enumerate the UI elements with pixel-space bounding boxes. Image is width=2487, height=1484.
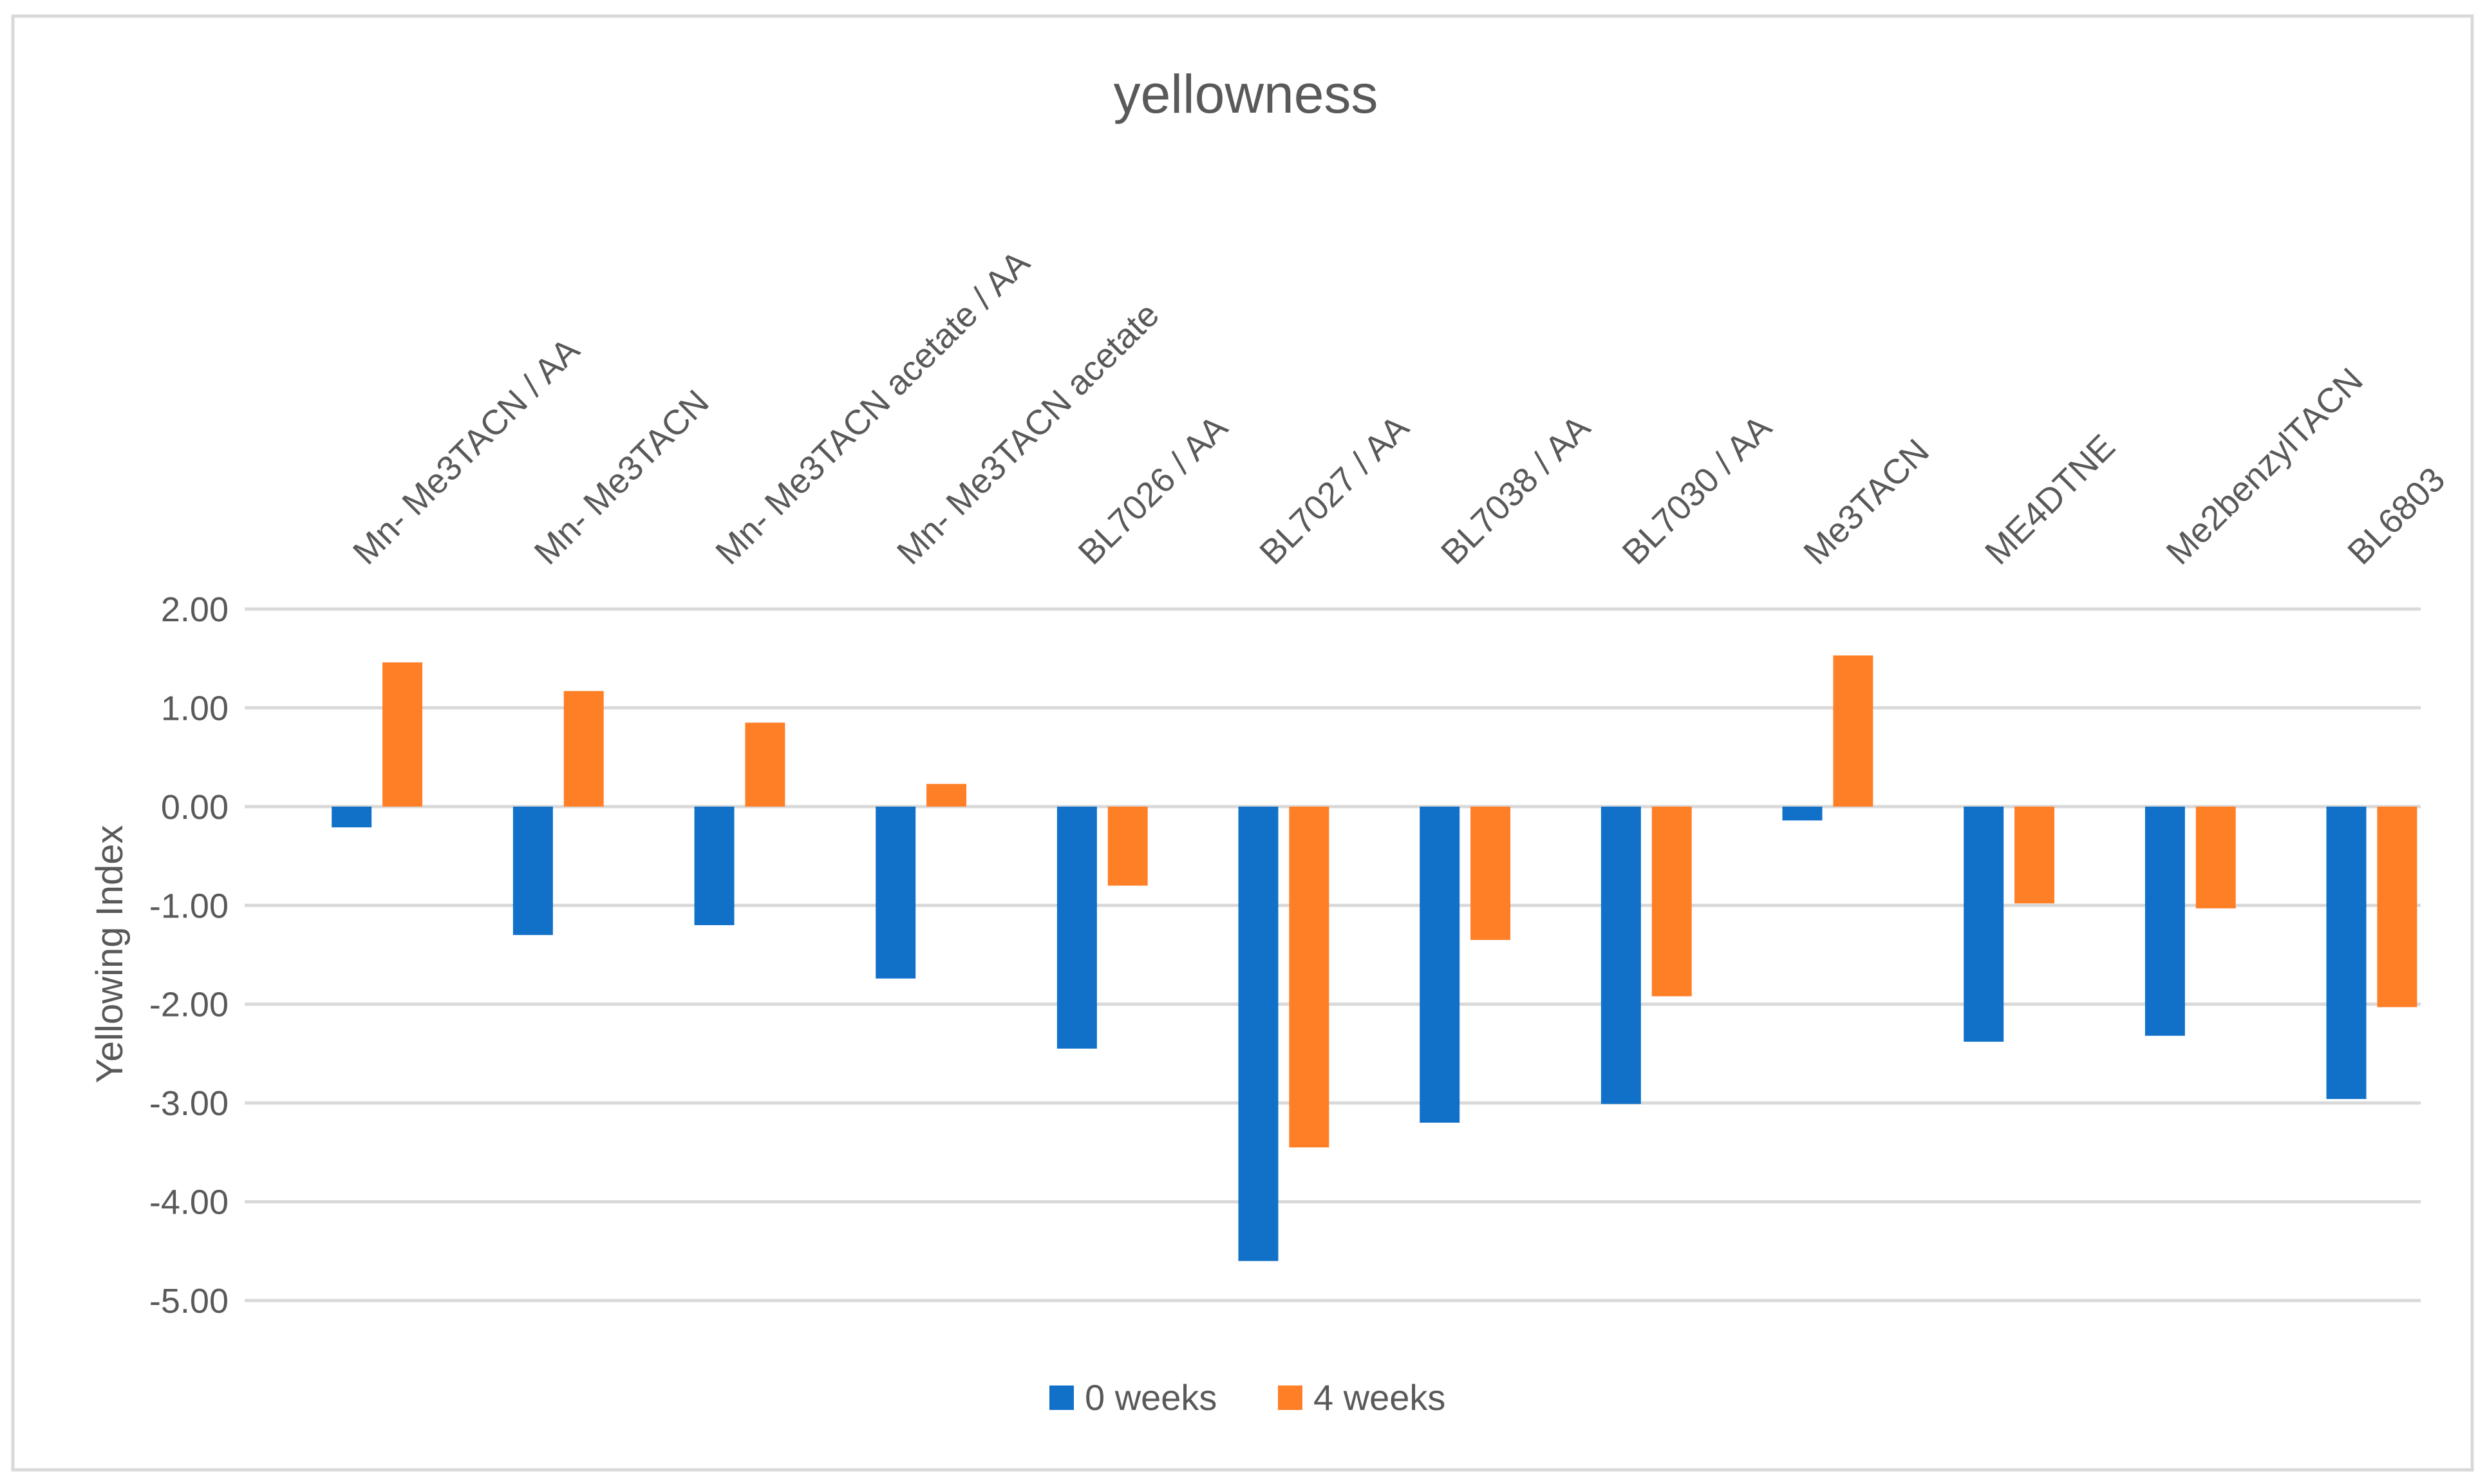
bar-4-weeks <box>2195 806 2236 908</box>
bar-0-weeks <box>1964 806 2004 1042</box>
bar-4-weeks <box>926 784 967 807</box>
y-tick-label: -5.00 <box>149 1282 229 1320</box>
bar-4-weeks <box>2014 806 2055 904</box>
legend-label: 0 weeks <box>1085 1377 1217 1418</box>
y-tick-label: 1.00 <box>161 689 229 728</box>
bar-0-weeks <box>2144 806 2185 1036</box>
bar-4-weeks <box>2377 806 2417 1008</box>
y-tick-label: -4.00 <box>149 1183 229 1222</box>
bar-4-weeks <box>563 691 604 807</box>
bar-0-weeks <box>1600 806 1641 1104</box>
bar-4-weeks <box>1470 806 1511 940</box>
bar-0-weeks <box>1782 806 1823 821</box>
bar-4-weeks <box>1833 655 1873 807</box>
legend-swatch <box>1278 1385 1302 1410</box>
bar-4-weeks <box>745 722 785 807</box>
y-tick-label: 2.00 <box>161 590 229 629</box>
bar-4-weeks <box>382 662 423 807</box>
y-tick-label: -1.00 <box>149 887 229 925</box>
bar-4-weeks <box>1651 806 1692 997</box>
legend-swatch <box>1049 1385 1074 1410</box>
y-tick-label: -3.00 <box>149 1084 229 1123</box>
y-tick-label: 0.00 <box>161 788 229 827</box>
bar-0-weeks <box>2326 806 2367 1100</box>
bar-0-weeks <box>876 806 916 979</box>
bar-0-weeks <box>694 806 735 925</box>
bar-0-weeks <box>332 806 372 828</box>
bar-0-weeks <box>1056 806 1097 1049</box>
bar-0-weeks <box>1420 806 1460 1123</box>
bar-4-weeks <box>1289 806 1329 1148</box>
bar-4-weeks <box>1107 806 1148 886</box>
y-tick-label: -2.00 <box>149 986 229 1024</box>
legend-label: 4 weeks <box>1313 1377 1445 1418</box>
bar-0-weeks <box>512 806 553 935</box>
y-axis-label: Yellowing Index <box>89 825 131 1084</box>
bar-0-weeks <box>1238 806 1279 1261</box>
chart-title: yellowness <box>1114 64 1378 124</box>
